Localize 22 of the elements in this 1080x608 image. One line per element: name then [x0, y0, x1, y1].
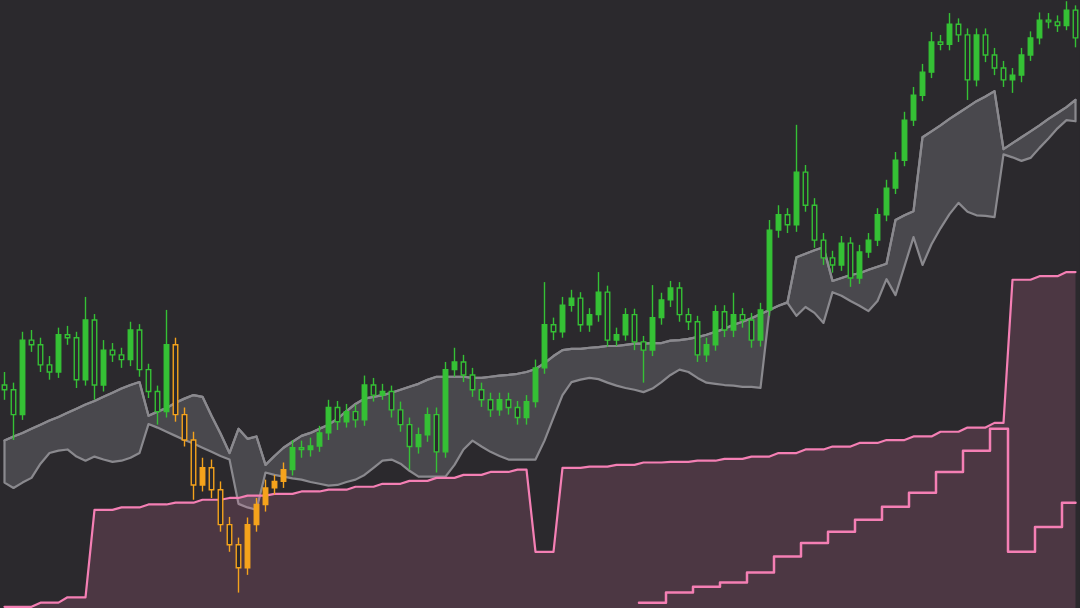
- candlestick: [703, 337, 710, 363]
- candlestick: [829, 250, 836, 274]
- candlestick: [352, 403, 359, 429]
- candlestick: [496, 392, 503, 417]
- candlestick: [739, 307, 746, 329]
- candlestick: [1000, 60, 1007, 88]
- candlestick: [1036, 11, 1043, 46]
- candlestick: [640, 335, 647, 384]
- candlestick: [991, 47, 998, 76]
- candlestick: [487, 392, 494, 418]
- candlestick: [370, 377, 377, 403]
- candlestick: [316, 425, 323, 453]
- candlestick: [820, 232, 827, 266]
- candlestick: [865, 232, 872, 259]
- candlestick: [568, 289, 575, 313]
- candlestick: [613, 326, 620, 347]
- candlestick: [46, 355, 53, 381]
- candlestick: [307, 436, 314, 458]
- candlestick: [460, 354, 467, 383]
- candlestick: [109, 342, 116, 363]
- candlestick: [1009, 67, 1016, 94]
- candlestick: [667, 280, 674, 308]
